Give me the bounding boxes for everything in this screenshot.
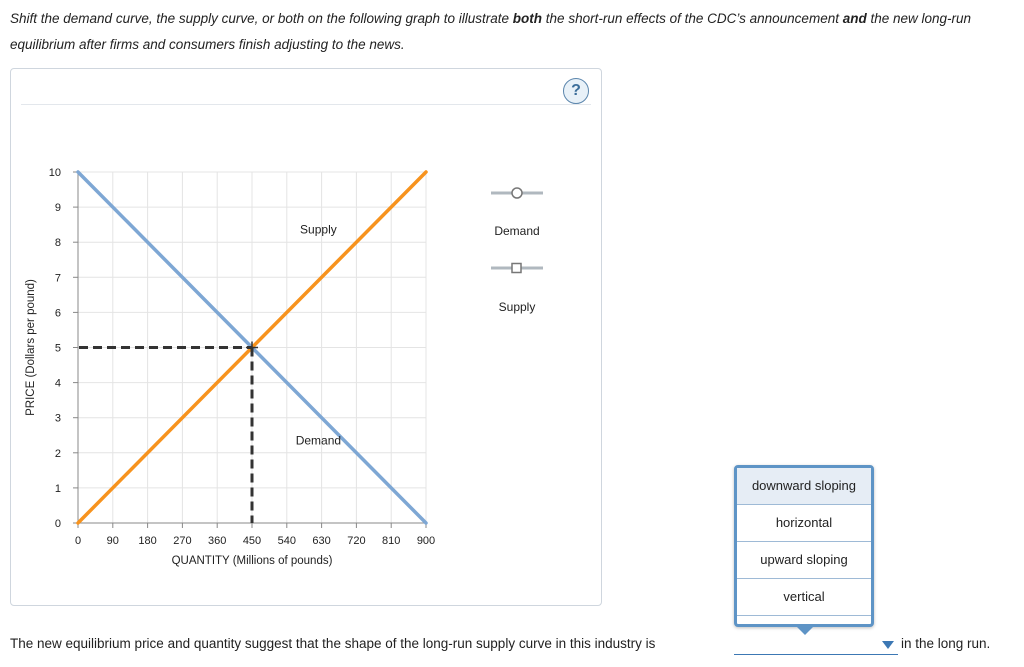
y-tick-label: 3 — [55, 413, 61, 425]
demand-curve-label: Demand — [296, 433, 341, 447]
x-tick-label: 630 — [312, 535, 330, 547]
instructions: Shift the demand curve, the supply curve… — [10, 6, 1010, 58]
y-tick-label: 8 — [55, 237, 61, 249]
supply-tool-icon[interactable] — [511, 262, 522, 274]
y-tick-label: 7 — [55, 272, 61, 284]
x-tick-label: 90 — [107, 535, 119, 547]
graph-panel: ? — [10, 68, 602, 606]
y-axis-label: PRICE (Dollars per pound) — [25, 279, 37, 416]
option-horizontal[interactable]: horizontal — [737, 505, 871, 542]
x-tick-label: 0 — [75, 535, 81, 547]
y-tick-label: 2 — [55, 448, 61, 460]
option-upward-sloping[interactable]: upward sloping — [737, 542, 871, 579]
x-tick-label: 810 — [382, 535, 400, 547]
x-axis-label: QUANTITY (Millions of pounds) — [172, 555, 333, 567]
shape-options-dropdown: downward sloping horizontal upward slopi… — [734, 465, 874, 635]
x-tick-label: 450 — [243, 535, 261, 547]
question-text: The new equilibrium price and quantity s… — [10, 636, 656, 651]
demand-tool-icon[interactable] — [511, 187, 523, 199]
supply-tool-label: Supply — [499, 300, 536, 314]
supply-curve-label: Supply — [300, 223, 337, 237]
instr-bold: and — [842, 11, 867, 26]
x-tick-label: 360 — [208, 535, 226, 547]
long-run-shape-select[interactable] — [734, 636, 898, 655]
help-icon[interactable]: ? — [563, 78, 589, 104]
y-tick-label: 1 — [55, 483, 61, 495]
question-suffix: in the long run. — [901, 636, 991, 651]
x-tick-label: 720 — [347, 535, 365, 547]
instr-part: the short-run effects of the CDC’s annou… — [542, 11, 843, 26]
chevron-down-icon[interactable] — [882, 641, 894, 649]
dropdown-pointer — [797, 627, 813, 635]
y-tick-label: 10 — [49, 167, 61, 179]
x-tick-label: 180 — [138, 535, 156, 547]
option-downward-sloping[interactable]: downward sloping — [737, 468, 871, 505]
y-tick-label: 6 — [55, 307, 61, 319]
y-tick-label: 9 — [55, 202, 61, 214]
x-tick-label: 540 — [278, 535, 296, 547]
instr-part: Shift the demand curve, the supply curve… — [10, 11, 513, 26]
demand-tool-label: Demand — [494, 224, 539, 238]
instr-part: the new long-run equilibrium after firms… — [10, 11, 972, 52]
option-vertical[interactable]: vertical — [737, 579, 871, 616]
y-tick-label: 4 — [55, 378, 61, 390]
y-tick-label: 0 — [55, 518, 61, 530]
instr-bold: both — [512, 11, 543, 26]
panel-divider — [21, 104, 591, 105]
x-tick-label: 900 — [417, 535, 435, 547]
x-tick-label: 270 — [173, 535, 191, 547]
y-tick-label: 5 — [55, 343, 61, 355]
